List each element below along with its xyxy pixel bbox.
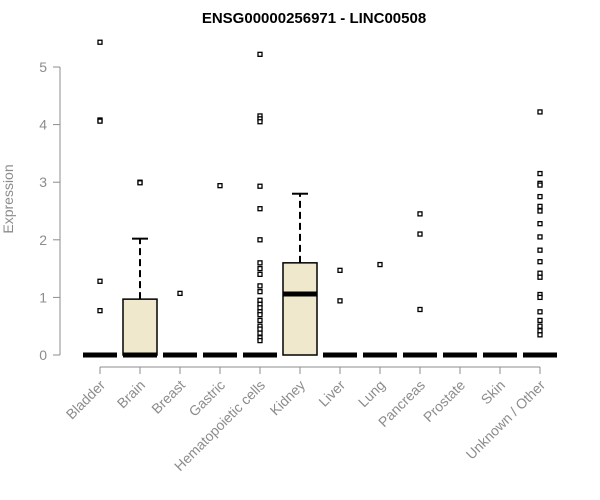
outlier-point [537, 332, 543, 338]
x-tick-label: Brain [114, 377, 148, 411]
box-gastric [203, 183, 237, 358]
y-tick-label: 5 [39, 59, 47, 75]
outlier-point [257, 183, 263, 189]
box-unknown-other [523, 109, 557, 358]
outlier-point [257, 119, 263, 125]
x-tick-label: Bladder [63, 377, 109, 423]
outlier-point [257, 265, 263, 272]
outlier-point [537, 274, 543, 280]
outlier-point [377, 261, 383, 268]
outlier-point [417, 306, 423, 313]
outlier-point [337, 298, 343, 304]
x-tick-label: Skin [478, 377, 509, 408]
box-hematopoietic-cells [243, 51, 277, 358]
outlier-point [257, 288, 263, 295]
box-pancreas [403, 211, 437, 358]
box-brain [122, 179, 158, 358]
x-tick-label: Prostate [420, 377, 468, 425]
outlier-point [97, 278, 103, 284]
outlier-point [537, 309, 543, 315]
outlier-point [537, 109, 543, 115]
box-body [122, 298, 158, 356]
outlier-point [537, 294, 543, 301]
y-tick-label: 2 [39, 232, 47, 248]
outlier-point [417, 231, 423, 237]
box-bladder [83, 39, 117, 358]
outlier-point [217, 183, 223, 189]
outlier-point [257, 206, 263, 212]
outlier-point [537, 259, 543, 265]
outlier-point [537, 182, 543, 188]
outlier-point [257, 312, 263, 318]
box-kidney [282, 192, 318, 356]
outlier-point [257, 237, 263, 243]
box-body [282, 262, 318, 356]
y-tick-label: 3 [39, 174, 47, 190]
y-tick-label: 1 [39, 289, 47, 305]
y-axis: 0 1 2 3 4 5 [39, 59, 61, 363]
outlier-point [257, 51, 263, 57]
outlier-point [257, 317, 263, 324]
outlier-point [417, 211, 423, 217]
outlier-point [97, 39, 103, 45]
outlier-point [537, 234, 543, 240]
box-breast [163, 290, 197, 358]
outlier-point [537, 170, 543, 177]
outlier-point [257, 260, 263, 266]
x-tick-label: Kidney [267, 377, 309, 419]
outlier-point [97, 118, 103, 124]
outlier-point [537, 317, 543, 324]
boxes-group [83, 39, 557, 358]
outlier-point [537, 193, 543, 200]
outlier-point [137, 180, 143, 186]
outlier-point [337, 267, 343, 273]
box-lung [363, 261, 397, 358]
x-tick-label: Breast [148, 377, 188, 417]
outlier-point [257, 337, 263, 344]
outlier-point [257, 271, 263, 278]
chart-title: ENSG00000256971 - LINC00508 [202, 10, 426, 27]
y-tick-label: 4 [39, 117, 47, 133]
outlier-point [257, 283, 263, 289]
outlier-point [97, 307, 103, 314]
x-tick-label: Lung [355, 377, 388, 410]
outlier-point [537, 208, 543, 214]
x-tick-label: Liver [315, 377, 348, 410]
outlier-point [537, 247, 543, 253]
outlier-point [257, 330, 263, 336]
outlier-point [537, 221, 543, 227]
box-liver [323, 267, 357, 358]
outlier-point [537, 323, 543, 329]
outlier-point [537, 203, 543, 210]
y-axis-label: Expression [0, 164, 16, 233]
outlier-point [177, 290, 183, 297]
y-tick-label: 0 [39, 347, 47, 363]
